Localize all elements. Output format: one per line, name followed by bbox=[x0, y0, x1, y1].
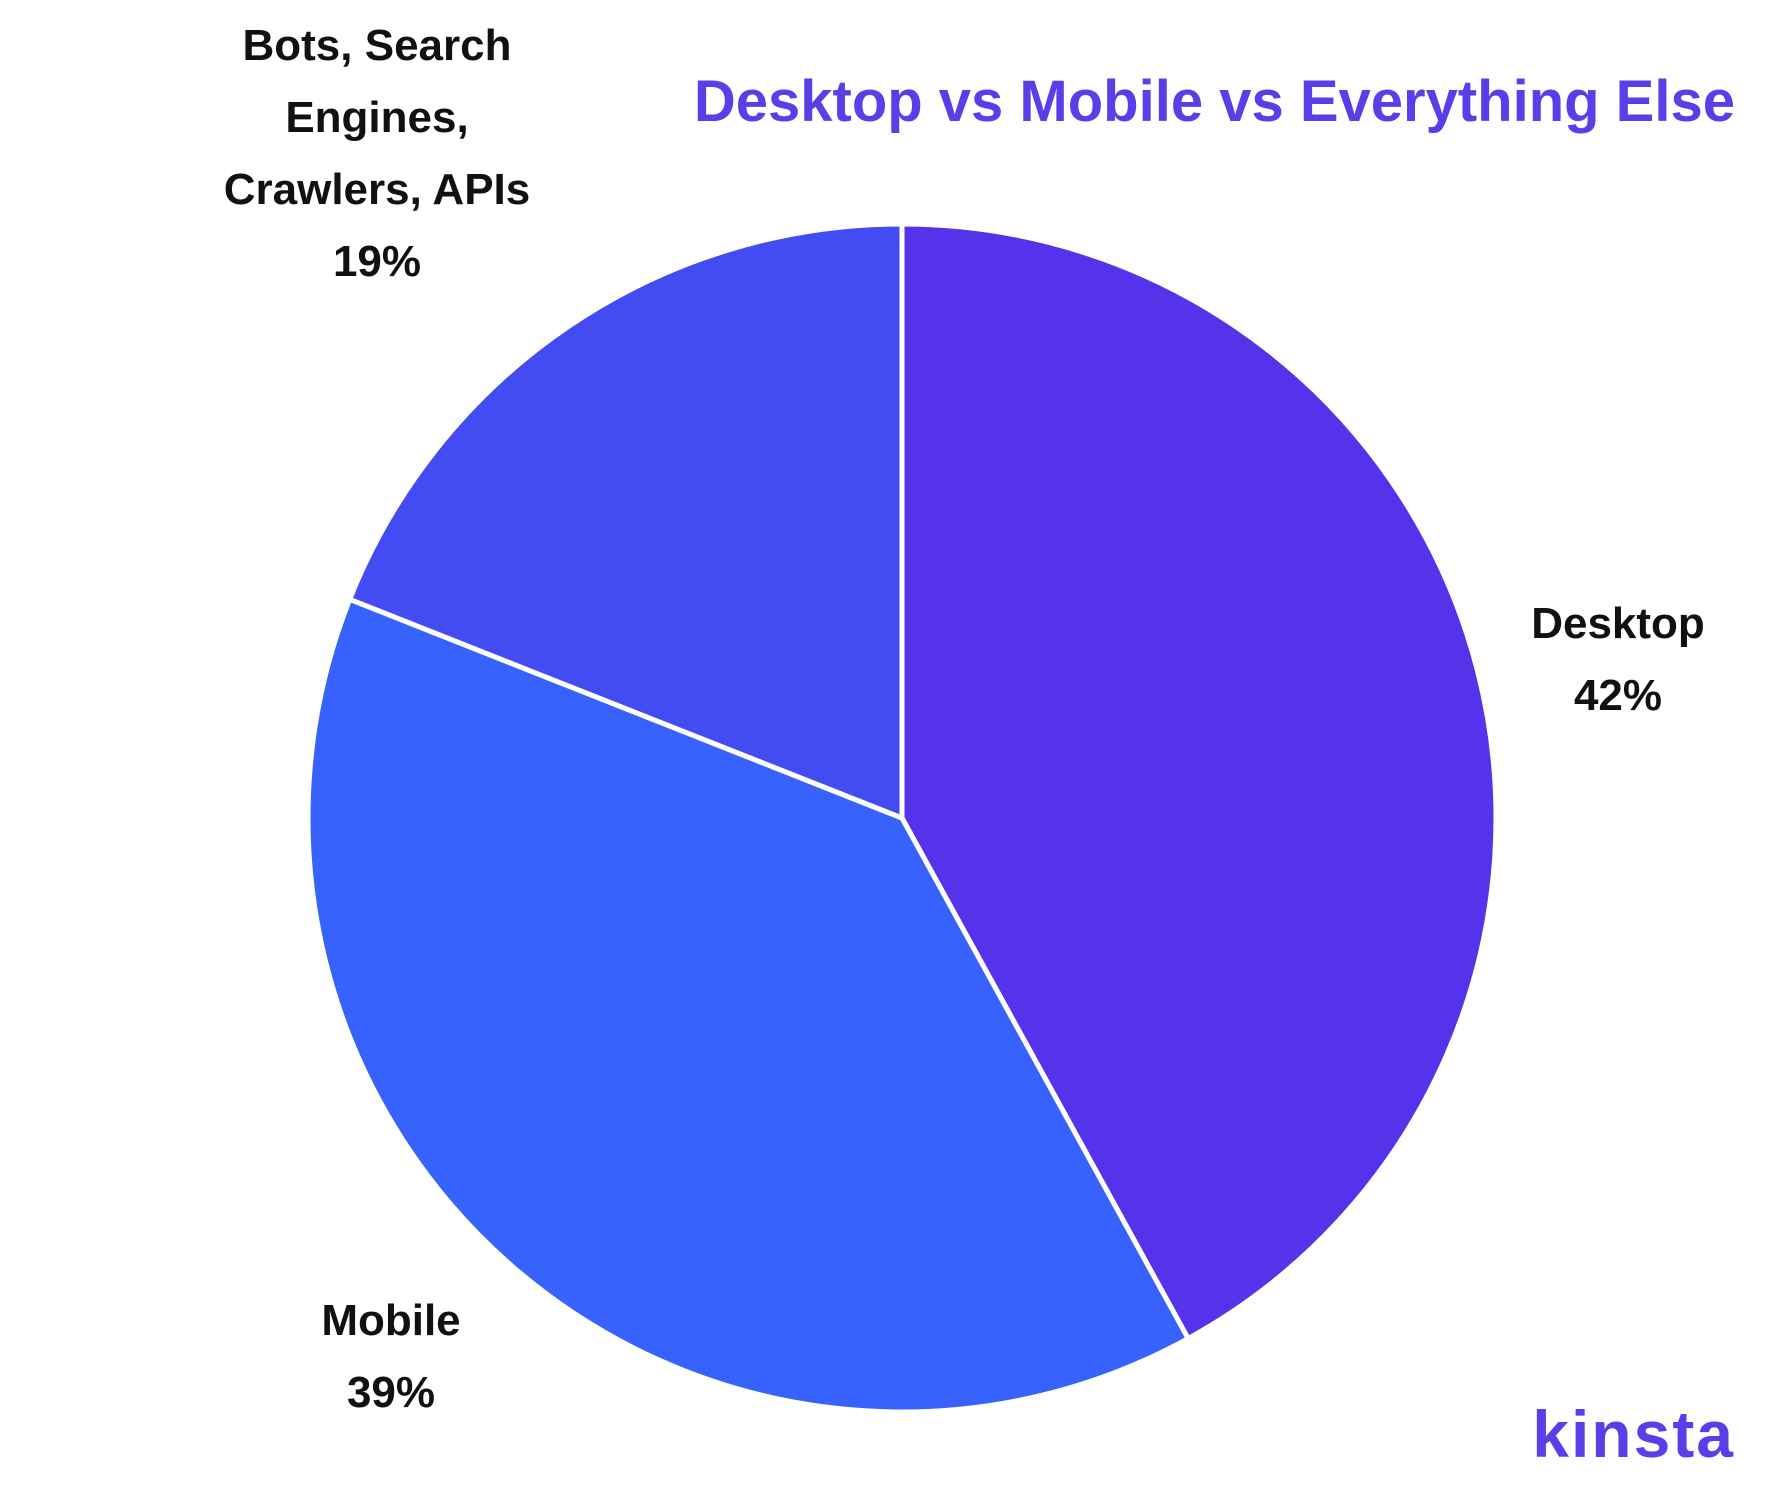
pie-slice bbox=[347, 221, 905, 821]
slice-label: Mobile 39% bbox=[201, 1285, 581, 1429]
slice-label: Desktop 42% bbox=[1428, 588, 1783, 732]
logo: kinsta bbox=[1532, 1397, 1735, 1471]
slice-label: Bots, Search Engines, Crawlers, APIs 19% bbox=[187, 10, 567, 298]
category-label: Desktop bbox=[1531, 599, 1705, 648]
category-label: Mobile bbox=[321, 1296, 461, 1345]
pie-slice bbox=[305, 596, 1191, 1415]
value-label: 39% bbox=[346, 1368, 436, 1417]
value-label: 42% bbox=[1573, 671, 1663, 720]
pie-slice bbox=[899, 221, 1499, 1342]
category-label: Bots, Search Engines, Crawlers, APIs bbox=[223, 21, 531, 214]
value-label: 19% bbox=[332, 237, 422, 286]
chart-title: Desktop vs Mobile vs Everything Else bbox=[693, 69, 1735, 134]
